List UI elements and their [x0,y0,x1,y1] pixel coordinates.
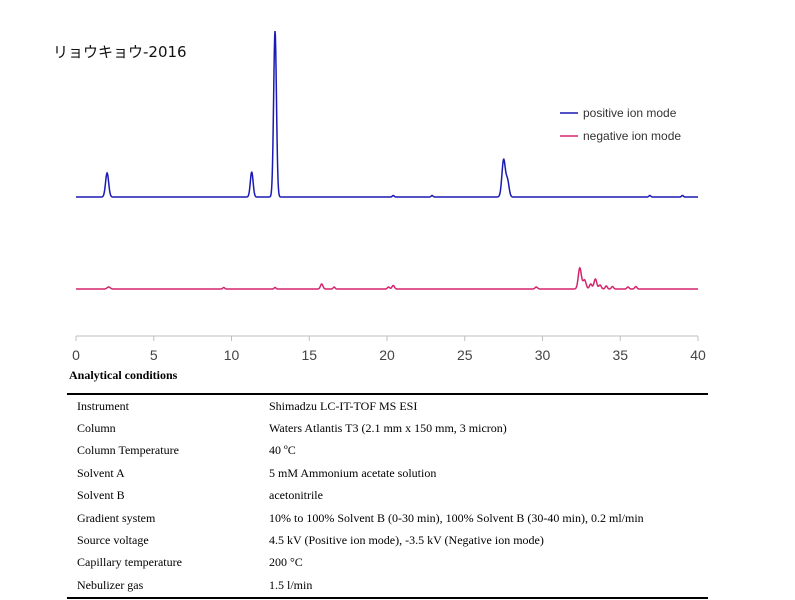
value-cell: 10% to 100% Solvent B (0-30 min), 100% S… [269,510,644,525]
x-tick-label: 20 [379,347,395,363]
conditions-heading: Analytical conditions [69,368,178,382]
negative-ion-trace [76,266,698,290]
x-tick-label: 35 [612,347,628,363]
table-row: Column Waters Atlantis T3 (2.1 mm x 150 m… [67,417,708,439]
conditions-table: Instrument Shimadzu LC-IT-TOF MS ESI Colu… [67,393,708,599]
param-cell: Instrument [77,398,129,413]
table-row: Solvent B acetonitrile [67,485,708,507]
value-cell: 5 mM Ammonium acetate solution [269,465,437,480]
table-row: Instrument Shimadzu LC-IT-TOF MS ESI [67,394,708,417]
table-row: Source voltage 4.5 kV (Positive ion mode)… [67,529,708,551]
value-cell: Shimadzu LC-IT-TOF MS ESI [269,398,418,413]
positive-ion-trace [76,30,698,198]
x-axis-ticks: 0 5 10 15 20 25 30 35 40 [72,336,706,363]
legend-label-negative: negative ion mode [583,129,681,143]
value-cell: Waters Atlantis T3 (2.1 mm x 150 mm, 3 m… [269,421,507,436]
param-cell: Solvent A [77,465,125,480]
value-cell: acetonitrile [269,488,323,503]
param-cell: Source voltage [77,533,149,548]
param-cell: Column Temperature [77,443,179,458]
table-row: Nebulizer gas 1.5 l/min [67,574,708,597]
table-row: Capillary temperature 200 °C [67,552,708,574]
value-cell: 200 °C [269,555,303,570]
x-axis: 0 5 10 15 20 25 30 35 40 [72,335,706,363]
param-cell: Column [77,421,116,436]
value-cell: 40 ºC [269,443,296,458]
table-row: Column Temperature 40 ºC [67,440,708,462]
x-tick-label: 15 [301,347,317,363]
x-tick-label: 10 [224,347,240,363]
x-tick-label: 5 [150,347,158,363]
value-cell: 4.5 kV (Positive ion mode), -3.5 kV (Neg… [269,533,544,548]
chromatogram-chart: リョウキョウ-2016 positive ion mode negative i… [53,30,706,363]
x-tick-label: 25 [457,347,473,363]
table-row: Solvent A 5 mM Ammonium acetate solution [67,462,708,484]
param-cell: Capillary temperature [77,555,182,570]
x-tick-label: 30 [535,347,551,363]
chromatogram-traces [76,30,698,290]
chart-legend: positive ion mode negative ion mode [560,106,681,143]
param-cell: Solvent B [77,488,125,503]
x-tick-label: 0 [72,347,80,363]
param-cell: Nebulizer gas [77,577,144,592]
legend-label-positive: positive ion mode [583,106,677,120]
param-cell: Gradient system [77,510,156,525]
value-cell: 1.5 l/min [269,577,313,592]
x-tick-label: 40 [690,347,706,363]
chart-title: リョウキョウ-2016 [53,43,187,61]
table-row: Gradient system 10% to 100% Solvent B (0-… [67,507,708,529]
